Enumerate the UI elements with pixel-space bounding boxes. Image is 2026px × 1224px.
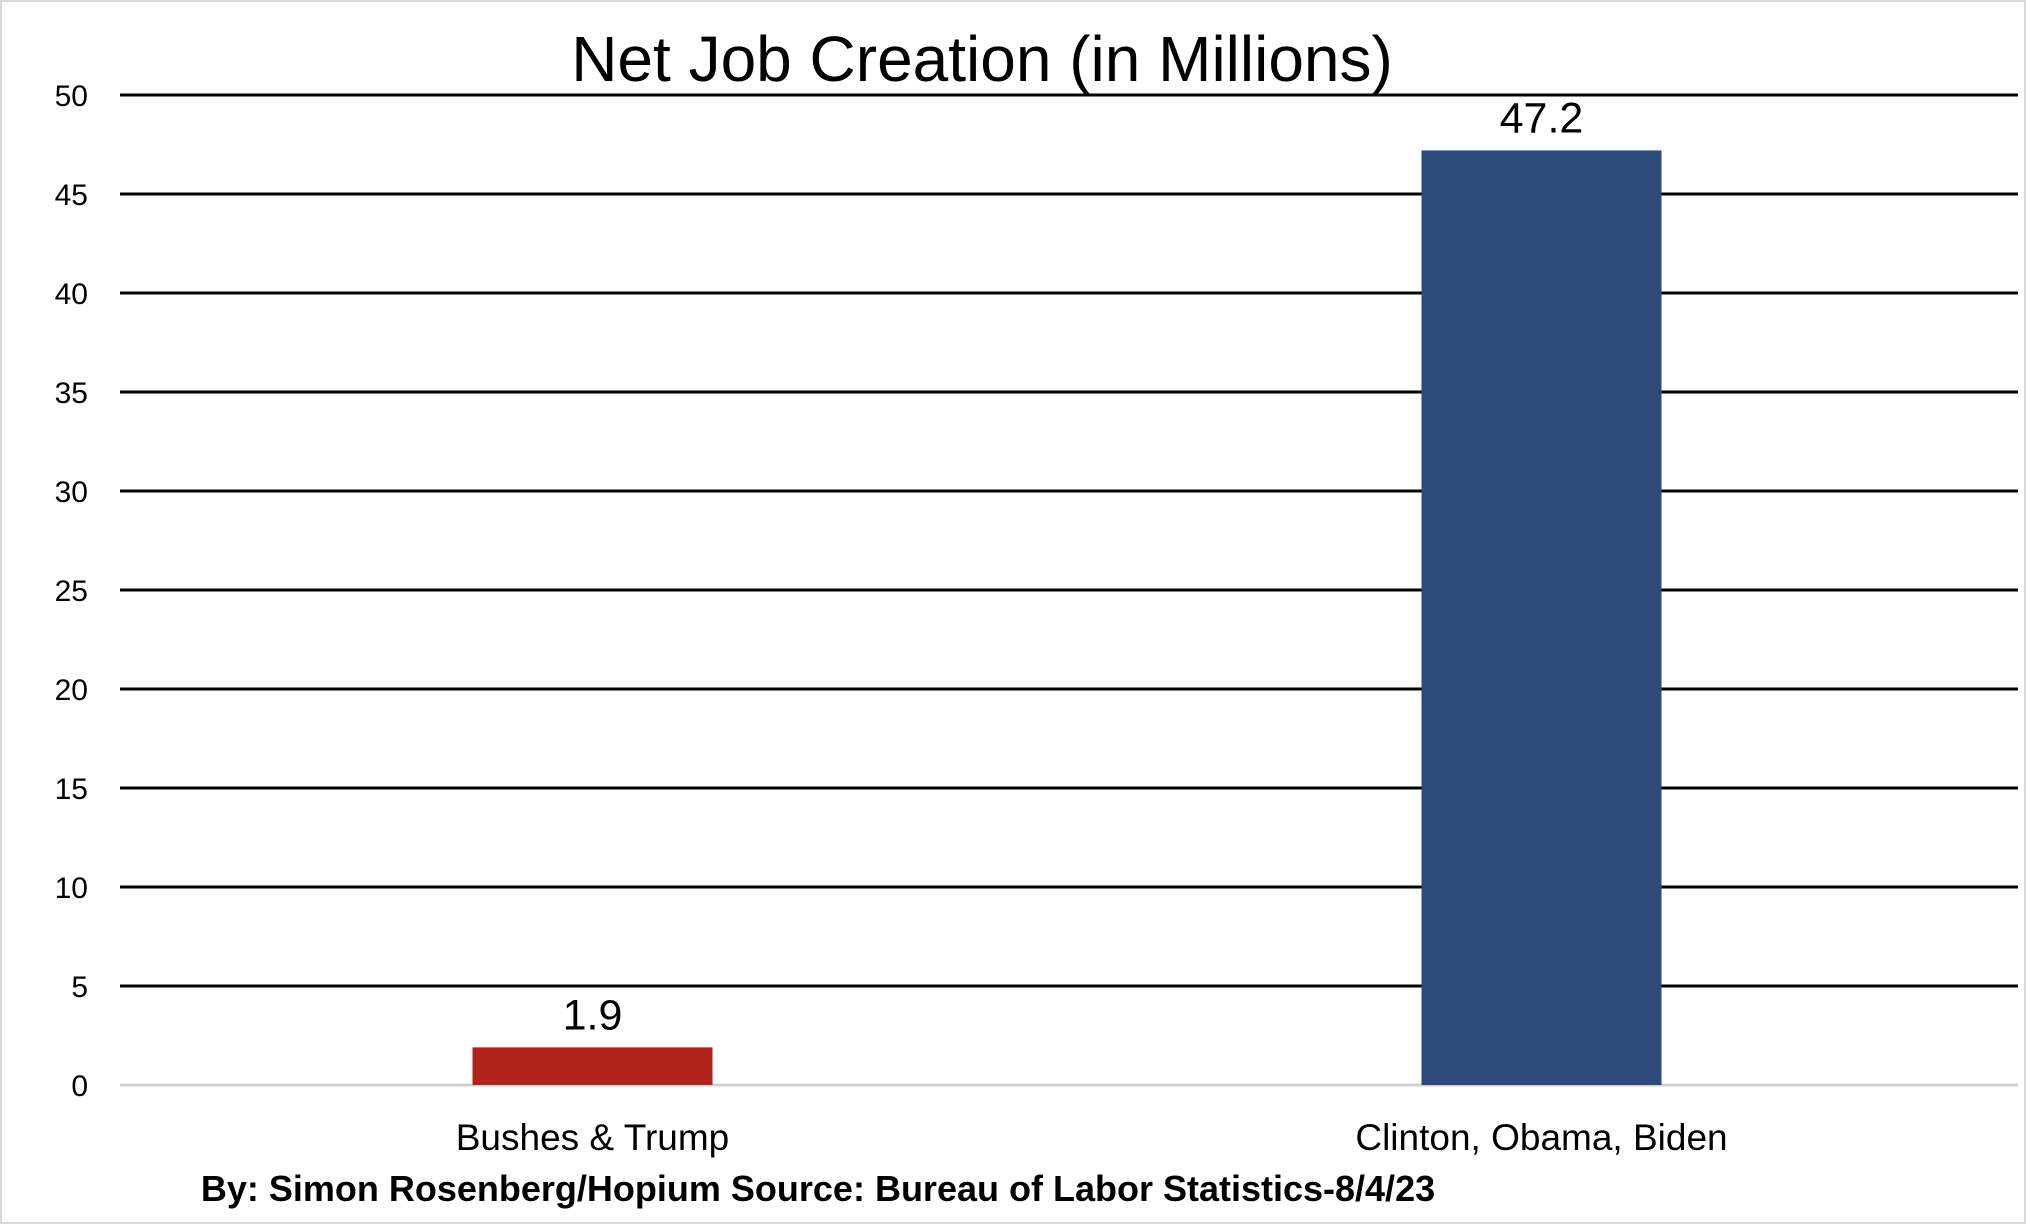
bar [472, 1047, 713, 1085]
chart-footer: By: Simon Rosenberg/Hopium Source: Burea… [201, 1168, 1435, 1209]
y-tick-label: 50 [55, 80, 88, 113]
y-tick-label: 40 [55, 278, 88, 311]
y-tick-label: 25 [55, 575, 88, 608]
chart-title: Net Job Creation (in Millions) [571, 23, 1393, 95]
y-tick-label: 20 [55, 674, 88, 707]
y-tick-label: 15 [55, 773, 88, 806]
y-axis-ticks: 0 5 10 15 20 25 30 35 40 45 50 [55, 80, 88, 1103]
bar [1421, 150, 1662, 1085]
gridlines [120, 93, 2018, 1087]
x-tick-label: Bushes & Trump [456, 1117, 730, 1158]
y-tick-label: 30 [55, 476, 88, 509]
x-tick-label: Clinton, Obama, Biden [1355, 1117, 1727, 1158]
y-tick-label: 10 [55, 872, 88, 905]
y-tick-label: 0 [71, 1070, 88, 1103]
y-tick-label: 5 [71, 971, 88, 1004]
y-tick-label: 35 [55, 377, 88, 410]
bars [472, 150, 1662, 1085]
data-labels: 1.9 47.2 [563, 94, 1584, 1039]
y-tick-label: 45 [55, 179, 88, 212]
data-label: 1.9 [563, 991, 623, 1039]
data-label: 47.2 [1500, 94, 1584, 142]
x-axis-ticks: Bushes & Trump Clinton, Obama, Biden [456, 1117, 1728, 1158]
